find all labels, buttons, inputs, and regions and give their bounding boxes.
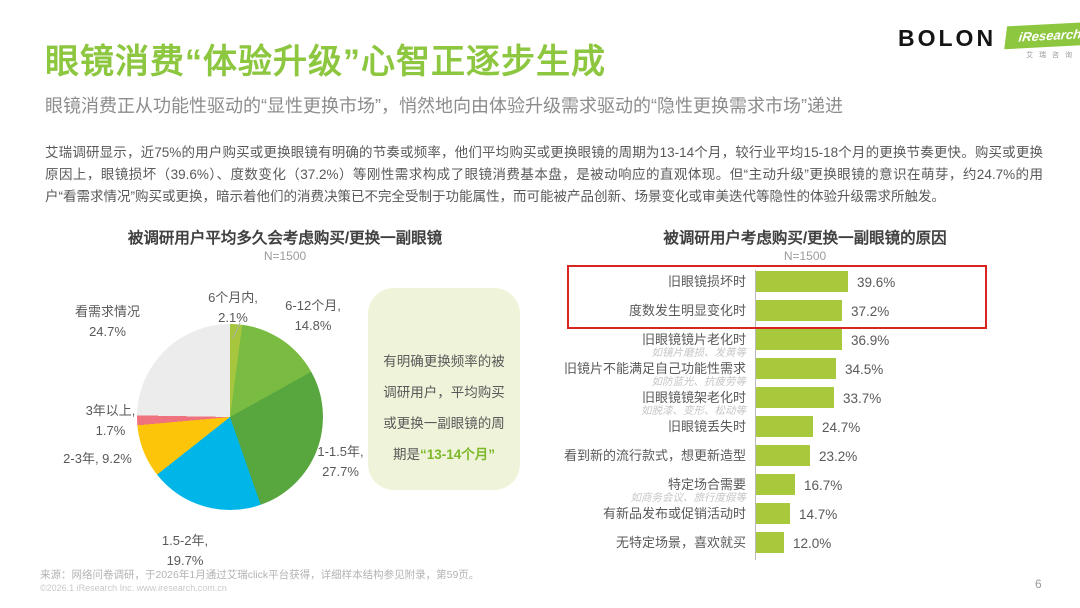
pie-label-6-12个月: 6-12个月, 14.8%	[285, 298, 341, 333]
bar-row-8: 有新品发布或促销活动时 14.7%	[545, 502, 1065, 531]
bar-value: 16.7%	[804, 478, 843, 493]
bar	[756, 416, 813, 437]
pie-chart-title: 被调研用户平均多久会考虑购买/更换一副眼镜	[127, 230, 443, 247]
source-note: 来源：网络问卷调研，于2026年1月通过艾瑞click平台获得，详细样本结构参见…	[40, 569, 480, 581]
bolon-logo: BOLON	[898, 25, 997, 51]
bar-row-9: 无特定场景，喜欢就买 12.0%	[545, 531, 1065, 560]
callout-text: 有明确更换频率的被调研用户，平均购买或更换一副眼镜的周期是	[383, 354, 505, 462]
copyright-note: ©2026.1 iResearch Inc. www.iresearch.com…	[40, 583, 227, 593]
page-number: 6	[1035, 577, 1042, 591]
bar-label: 度数发生明显变化时	[628, 303, 746, 318]
bar-rows: 旧眼镜损坏时 39.6% 度数发生明显变化时 37.2% 旧眼镜镜片老化时 如镜片磨损、发…	[545, 270, 1065, 560]
iresearch-logo-subtext: 艾瑞咨询	[1026, 52, 1079, 59]
bar-row-1: 度数发生明显变化时 37.2%	[545, 299, 1065, 328]
iresearch-flag-icon: iResearch	[1004, 21, 1080, 50]
pie-label-1.5-2年: 1.5-2年, 19.7%	[161, 533, 209, 568]
bar-label: 旧眼镜镜片老化时 如镜片磨损、发黄等	[641, 332, 747, 359]
bar-track: 36.9%	[755, 328, 1065, 357]
bar-chart: 旧眼镜损坏时 39.6% 度数发生明显变化时 37.2% 旧眼镜镜片老化时 如镜片磨损、发…	[545, 265, 1065, 560]
bar	[756, 271, 848, 292]
bar-track: 34.5%	[755, 357, 1065, 386]
bar-track: 12.0%	[755, 531, 1065, 560]
bar	[756, 532, 784, 553]
pie-chart-sample-size: N=1500	[263, 249, 307, 263]
callout-box: 有明确更换频率的被调研用户，平均购买或更换一副眼镜的周期是“13-14个月”	[368, 288, 520, 490]
bar-row-4: 旧眼镜镜架老化时 如脱漆、变形、松动等 33.7%	[545, 386, 1065, 417]
bar-sublabel: 如防蓝光、抗疲劳等	[651, 376, 747, 388]
page-subtitle: 眼镜消费正从功能性驱动的“显性更换市场”，悄然地向由体验升级需求驱动的“隐性更换…	[45, 96, 843, 116]
bar	[756, 503, 790, 524]
bar	[756, 300, 842, 321]
bar	[756, 387, 834, 408]
iresearch-logo-text: iResearch	[1017, 26, 1080, 45]
bar-track: 33.7%	[755, 386, 1065, 415]
bar-track: 37.2%	[755, 299, 1065, 328]
bar-label: 旧眼镜丢失时	[667, 419, 746, 434]
bar-label: 特定场合需要 如商务会议、旅行度假等	[630, 477, 747, 504]
bar-row-7: 特定场合需要 如商务会议、旅行度假等 16.7%	[545, 473, 1065, 504]
bar-label: 无特定场景，喜欢就买	[615, 535, 746, 550]
bar-sublabel: 如商务会议、旅行度假等	[630, 492, 747, 504]
bar-chart-sample-size: N=1500	[783, 249, 827, 263]
bar-label: 看到新的流行款式，想更新造型	[563, 448, 746, 463]
pie-label-看需求情况: 看需求情况 24.7%	[74, 304, 140, 339]
bar-row-0: 旧眼镜损坏时 39.6%	[545, 270, 1065, 299]
bar	[756, 445, 810, 466]
bar-row-5: 旧眼镜丢失时 24.7%	[545, 415, 1065, 444]
bar-row-2: 旧眼镜镜片老化时 如镜片磨损、发黄等 36.9%	[545, 328, 1065, 359]
bar-track: 23.2%	[755, 444, 1065, 473]
bar-chart-title: 被调研用户考虑购买/更换一副眼镜的原因	[663, 230, 947, 247]
bar-value: 24.7%	[822, 420, 861, 435]
bar-sublabel: 如镜片磨损、发黄等	[651, 347, 747, 359]
bar-label: 旧眼镜镜架老化时 如脱漆、变形、松动等	[641, 390, 746, 417]
bar-value: 33.7%	[843, 391, 882, 406]
bar-track: 16.7%	[755, 473, 1065, 502]
bar-value: 23.2%	[819, 449, 858, 464]
bar-value: 36.9%	[851, 333, 890, 348]
bar-value: 34.5%	[845, 362, 884, 377]
bar-row-3: 旧镜片不能满足自己功能性需求 如防蓝光、抗疲劳等 34.5%	[545, 357, 1065, 388]
bar-value: 12.0%	[793, 536, 832, 551]
pie-label-3年以上: 3年以上, 1.7%	[85, 403, 136, 438]
bar-track: 24.7%	[755, 415, 1065, 444]
highlight-box	[567, 265, 987, 329]
logo: BOLON iResearch 艾瑞咨询	[898, 21, 1080, 60]
bar-sublabel: 如脱漆、变形、松动等	[641, 405, 746, 417]
bar-value: 39.6%	[857, 275, 896, 290]
callout-highlight: “13-14个月”	[419, 447, 496, 462]
bar-label: 旧镜片不能满足自己功能性需求 如防蓝光、抗疲劳等	[563, 361, 747, 388]
bar-row-6: 看到新的流行款式，想更新造型 23.2%	[545, 444, 1065, 473]
bar-label: 有新品发布或促销活动时	[602, 506, 746, 521]
pie-label-1-1.5年: 1-1.5年, 27.7%	[317, 444, 364, 479]
bar-track: 14.7%	[755, 502, 1065, 531]
bar	[756, 474, 795, 495]
bar-label: 旧眼镜损坏时	[667, 274, 746, 289]
pie-label-6个月内: 6个月内, 2.1%	[208, 290, 258, 325]
pie-chart	[137, 324, 323, 510]
page-title: 眼镜消费“体验升级”心智正逐步生成	[45, 43, 606, 81]
iresearch-logo: iResearch 艾瑞咨询	[1004, 21, 1080, 60]
bar	[756, 358, 836, 379]
intro-paragraph: 艾瑞调研显示，近75%的用户购买或更换眼镜有明确的节奏或频率，他们平均购买或更换…	[45, 145, 1043, 204]
bar-track: 39.6%	[755, 270, 1065, 299]
bar-value: 37.2%	[851, 304, 890, 319]
pie-label-2-3年: 2-3年, 9.2%	[63, 451, 132, 466]
bar-value: 14.7%	[799, 507, 838, 522]
bar	[756, 329, 842, 350]
